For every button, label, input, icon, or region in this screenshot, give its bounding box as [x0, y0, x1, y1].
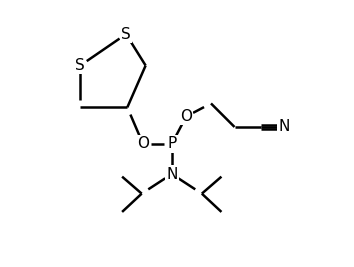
Text: O: O	[137, 136, 149, 151]
Text: N: N	[279, 119, 290, 135]
Text: O: O	[180, 109, 192, 124]
Text: S: S	[121, 27, 131, 42]
Text: S: S	[75, 58, 85, 73]
Text: P: P	[167, 136, 176, 151]
Text: N: N	[166, 167, 177, 182]
